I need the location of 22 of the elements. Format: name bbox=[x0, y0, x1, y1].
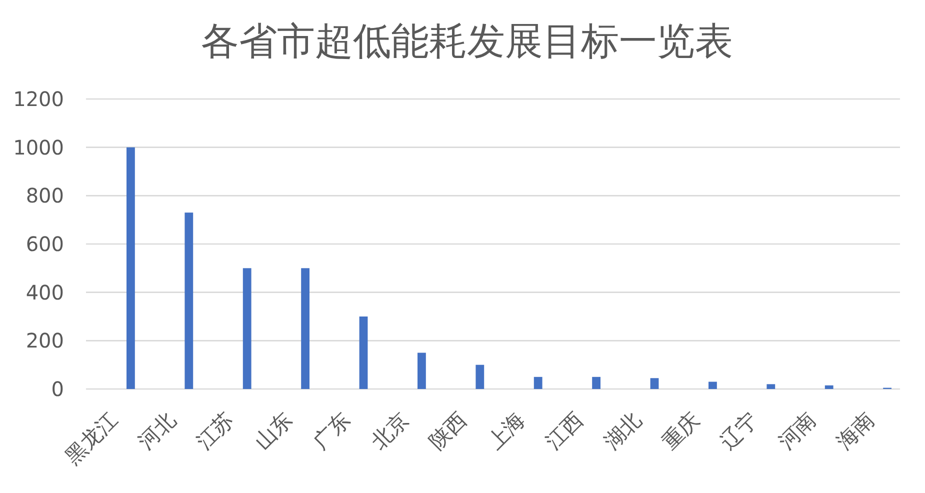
y-tick-label: 1200 bbox=[13, 87, 64, 111]
x-tick-label: 江西 bbox=[541, 408, 588, 454]
y-tick-label: 600 bbox=[26, 232, 64, 256]
x-tick-label: 上海 bbox=[482, 408, 530, 454]
y-tick-label: 400 bbox=[26, 280, 64, 304]
x-tick-label: 北京 bbox=[366, 408, 414, 454]
y-tick-label: 800 bbox=[26, 184, 64, 208]
x-tick-label: 广东 bbox=[308, 408, 355, 454]
y-tick-label: 0 bbox=[51, 377, 64, 401]
x-tick-label: 辽宁 bbox=[716, 408, 762, 454]
x-tick-label: 重庆 bbox=[658, 408, 704, 454]
x-tick-label: 陕西 bbox=[424, 408, 472, 454]
title: 各省市超低能耗发展目标一览表 bbox=[201, 19, 733, 63]
x-tick-label: 河南 bbox=[774, 408, 821, 454]
x-tick-label: 河北 bbox=[134, 408, 180, 454]
y-tick-label: 200 bbox=[26, 328, 64, 353]
x-tick-label: 海南 bbox=[832, 408, 879, 454]
x-tick-label: 黑龙江 bbox=[60, 408, 122, 470]
x-tick-label: 湖北 bbox=[599, 408, 646, 454]
x-tick-label: 江苏 bbox=[192, 408, 239, 454]
y-tick-label: 1000 bbox=[13, 135, 64, 160]
x-tick-label: 山东 bbox=[250, 408, 297, 454]
